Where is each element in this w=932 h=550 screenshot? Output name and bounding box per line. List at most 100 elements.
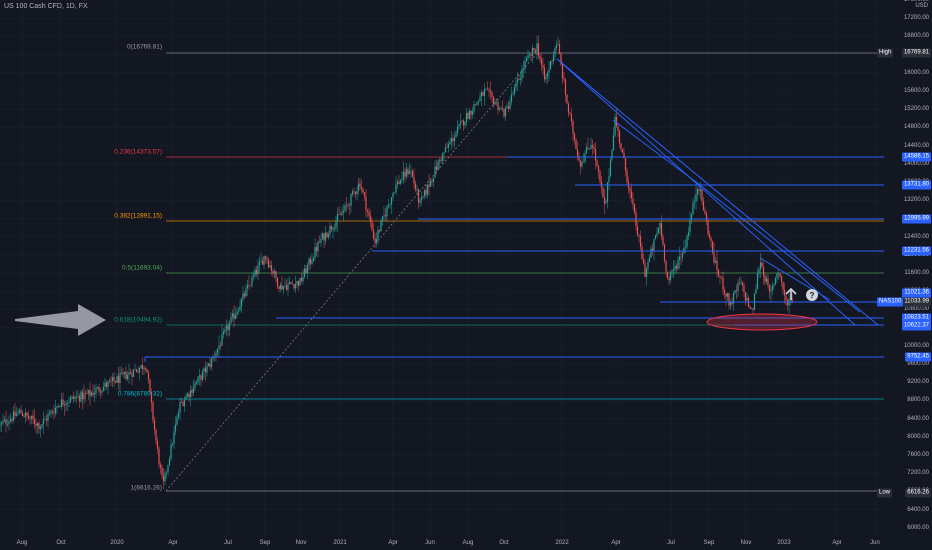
candle — [659, 220, 661, 235]
candle — [587, 137, 589, 150]
candle — [404, 167, 406, 182]
candle — [279, 282, 282, 293]
candle — [752, 307, 754, 315]
candle — [462, 118, 465, 131]
candle — [167, 464, 169, 476]
candle — [482, 91, 484, 97]
candle — [129, 368, 132, 375]
candle — [359, 177, 361, 191]
candle — [581, 157, 583, 169]
candle — [270, 260, 273, 276]
support-zone-ellipse[interactable] — [706, 313, 818, 331]
candle — [341, 206, 343, 216]
candle — [132, 368, 135, 378]
candle — [576, 141, 579, 161]
candle — [612, 127, 615, 152]
candle — [186, 392, 189, 398]
time-tick: 2021 — [333, 540, 347, 546]
candle — [252, 271, 255, 281]
candle — [590, 137, 592, 150]
candle — [285, 279, 288, 291]
candle — [258, 256, 261, 274]
candle — [768, 283, 771, 299]
candle — [497, 98, 499, 115]
candle — [518, 73, 520, 81]
candle — [770, 284, 772, 302]
candle — [93, 385, 96, 403]
candle — [224, 326, 226, 335]
candle — [174, 416, 177, 436]
high-label: High — [877, 48, 894, 58]
candle — [240, 297, 243, 314]
candle — [123, 371, 126, 379]
candle — [651, 243, 654, 256]
candle — [200, 374, 202, 387]
level-price-tag: 13731.80 — [901, 180, 931, 190]
candle — [38, 420, 40, 434]
price-axis[interactable]: USD 17600.0017200.0016800.0016400.001600… — [884, 0, 932, 538]
candle — [276, 277, 279, 290]
fib-trend-line[interactable] — [165, 52, 538, 492]
candle — [509, 96, 511, 110]
candle — [563, 72, 565, 83]
candle — [314, 238, 316, 261]
candle — [14, 402, 16, 420]
candle — [756, 268, 759, 290]
candle — [615, 107, 618, 128]
candle — [468, 108, 471, 121]
candle — [668, 275, 670, 286]
candle — [419, 197, 421, 207]
candle — [464, 121, 466, 129]
candle — [486, 81, 489, 91]
candle — [591, 139, 594, 156]
candle — [348, 202, 351, 216]
time-tick: 2023 — [777, 540, 791, 546]
candle — [534, 48, 537, 54]
candle — [483, 83, 486, 106]
candle — [116, 373, 118, 383]
candle — [80, 389, 82, 404]
candle — [303, 264, 306, 279]
candle — [620, 142, 622, 152]
candle — [158, 446, 160, 469]
time-axis[interactable]: Aug Oct 2020 Apr Jul Sep Nov 2021 Apr Jun Aug Oct 20… — [0, 538, 884, 550]
candle — [779, 272, 781, 278]
candle — [381, 216, 384, 227]
candle — [515, 79, 517, 92]
symbol-title[interactable]: US 100 Cash CFD, 1D, FX — [4, 3, 88, 10]
trend-line[interactable] — [699, 184, 861, 313]
time-tick: Aug — [462, 540, 474, 546]
candle — [480, 89, 483, 106]
candle — [347, 202, 349, 209]
candle — [284, 278, 286, 288]
candle — [282, 286, 285, 295]
candle — [336, 207, 339, 232]
candle — [635, 208, 637, 231]
price-tick: 15200.00 — [903, 106, 929, 113]
trend-line[interactable] — [556, 58, 879, 326]
trend-line[interactable] — [556, 58, 856, 326]
candle — [90, 390, 93, 398]
candle — [564, 77, 567, 103]
candle — [177, 408, 180, 420]
candle — [728, 293, 730, 310]
trend-line[interactable] — [759, 257, 831, 301]
candle — [402, 161, 405, 185]
candle — [510, 86, 513, 106]
candle — [96, 386, 99, 389]
candle — [549, 60, 552, 70]
trend-line[interactable] — [612, 119, 701, 186]
candle — [114, 380, 117, 384]
candle — [783, 282, 786, 304]
candle — [471, 107, 474, 119]
level-price-tag: 11021.36 — [902, 288, 931, 298]
candle — [222, 328, 225, 339]
candle — [318, 235, 321, 243]
price-tick: 10000.00 — [903, 342, 929, 349]
help-circle-icon[interactable]: ? — [806, 289, 818, 301]
candle — [567, 101, 570, 118]
candle — [449, 137, 451, 146]
candle — [311, 252, 313, 266]
